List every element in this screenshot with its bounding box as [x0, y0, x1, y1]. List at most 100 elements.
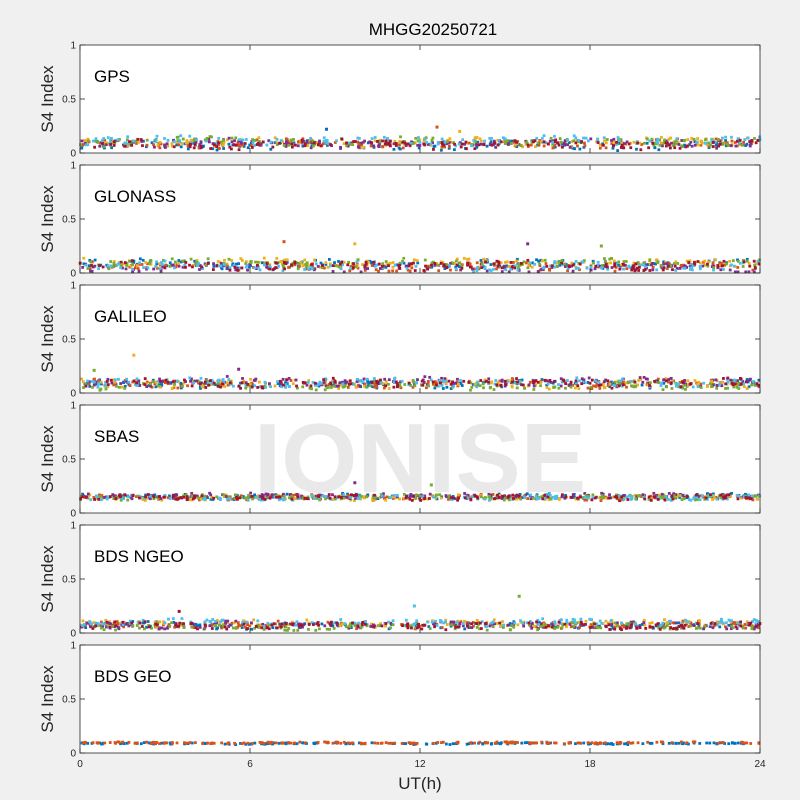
data-point: [469, 381, 473, 385]
data-point: [81, 380, 85, 384]
data-point: [582, 145, 586, 149]
data-point: [700, 494, 704, 498]
data-point: [233, 741, 237, 745]
data-point: [289, 379, 293, 382]
data-point: [117, 377, 120, 381]
data-point: [684, 145, 688, 149]
data-point: [84, 383, 88, 386]
data-point: [389, 626, 392, 630]
data-point: [160, 498, 164, 502]
data-point: [513, 139, 517, 143]
data-point: [604, 624, 608, 628]
data-point: [646, 263, 650, 266]
data-point: [171, 263, 175, 267]
data-point: [619, 625, 622, 629]
data-point: [443, 145, 447, 149]
data-point: [100, 625, 104, 628]
data-point: [658, 138, 662, 142]
data-point: [357, 741, 361, 745]
data-point: [163, 143, 166, 147]
data-point: [444, 381, 448, 385]
data-point: [140, 140, 144, 143]
data-point: [241, 620, 245, 624]
data-point: [316, 493, 320, 497]
data-point: [164, 263, 168, 267]
data-point: [676, 262, 680, 265]
data-point: [644, 627, 648, 630]
data-point: [608, 385, 612, 389]
data-point: [185, 139, 189, 142]
data-point: [97, 267, 100, 271]
data-point: [384, 741, 388, 745]
data-point: [695, 142, 699, 146]
data-point: [653, 146, 657, 149]
data-point: [754, 624, 758, 628]
data-point: [674, 621, 678, 625]
data-point: [458, 141, 462, 145]
data-point: [689, 622, 693, 625]
data-point: [412, 741, 416, 745]
data-point: [268, 383, 271, 387]
data-point: [329, 386, 333, 389]
data-point: [158, 146, 162, 150]
y-tick-label: 1: [70, 281, 76, 292]
data-point: [386, 137, 389, 140]
data-point: [733, 270, 737, 274]
data-point: [149, 384, 153, 388]
data-point: [306, 381, 310, 385]
data-point: [607, 623, 611, 627]
data-point: [595, 622, 599, 626]
data-point: [260, 385, 264, 389]
data-point: [372, 144, 376, 148]
data-point: [741, 265, 745, 268]
data-point: [97, 382, 100, 386]
data-point: [635, 147, 638, 151]
data-point: [613, 627, 617, 631]
data-point: [591, 493, 595, 497]
data-point: [703, 141, 707, 145]
data-point: [710, 385, 713, 389]
data-point: [506, 495, 510, 499]
data-point: [119, 266, 123, 270]
data-point: [271, 145, 275, 149]
data-point: [694, 493, 698, 497]
data-point: [200, 494, 204, 498]
data-point: [476, 140, 480, 144]
data-point: [173, 625, 177, 629]
data-point: [189, 142, 192, 146]
data-point: [609, 382, 613, 386]
data-point: [421, 495, 425, 499]
data-point: [92, 377, 96, 381]
y-tick-label: 0: [70, 149, 76, 160]
data-point: [131, 624, 135, 627]
data-point: [184, 261, 188, 264]
data-point: [334, 264, 338, 268]
data-point: [130, 494, 133, 498]
data-point: [135, 381, 139, 385]
data-point: [633, 493, 637, 497]
data-point: [300, 140, 304, 143]
data-point: [601, 383, 605, 387]
data-point: [460, 384, 464, 387]
data-point: [399, 135, 402, 139]
data-point: [527, 270, 531, 274]
data-point: [98, 264, 101, 267]
data-point: [164, 378, 168, 382]
data-point: [483, 266, 487, 269]
data-point: [275, 137, 279, 141]
data-point: [193, 494, 196, 498]
data-point: [482, 386, 485, 390]
data-point: [643, 497, 647, 501]
data-point: [466, 263, 469, 267]
data-point: [405, 266, 409, 270]
data-point: [509, 267, 513, 271]
data-point: [381, 382, 385, 385]
data-point: [454, 267, 458, 271]
data-point: [486, 260, 489, 264]
data-point: [735, 494, 739, 497]
data-point: [253, 741, 257, 745]
data-point: [91, 385, 94, 389]
data-point: [481, 742, 485, 746]
data-point: [610, 139, 613, 142]
axes-face: [80, 645, 760, 753]
